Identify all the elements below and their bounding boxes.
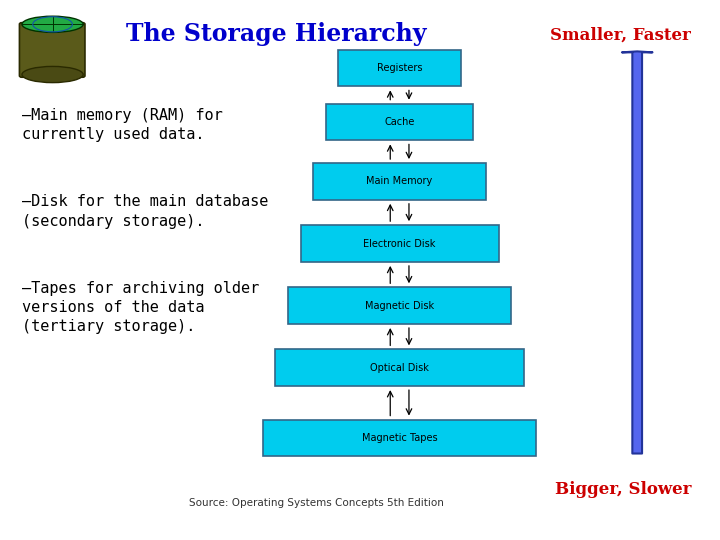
Text: –Tapes for archiving older
versions of the data
(tertiary storage).: –Tapes for archiving older versions of t… [22, 281, 259, 334]
FancyBboxPatch shape [313, 163, 486, 200]
Text: Optical Disk: Optical Disk [370, 363, 429, 373]
Text: Source: Operating Systems Concepts 5th Edition: Source: Operating Systems Concepts 5th E… [189, 497, 444, 508]
FancyBboxPatch shape [276, 349, 524, 386]
Text: Electronic Disk: Electronic Disk [364, 239, 436, 248]
Text: The Storage Hierarchy: The Storage Hierarchy [126, 22, 426, 45]
Text: Bigger, Slower: Bigger, Slower [554, 481, 691, 497]
Ellipse shape [22, 66, 84, 83]
FancyBboxPatch shape [301, 225, 499, 262]
Text: –Main memory (RAM) for
currently used data.: –Main memory (RAM) for currently used da… [22, 108, 222, 142]
Ellipse shape [22, 16, 84, 32]
Text: Registers: Registers [377, 63, 423, 73]
FancyBboxPatch shape [288, 287, 511, 324]
FancyBboxPatch shape [326, 104, 474, 140]
Text: Cache: Cache [384, 117, 415, 127]
Text: Magnetic Tapes: Magnetic Tapes [361, 433, 438, 443]
FancyBboxPatch shape [19, 23, 85, 77]
FancyBboxPatch shape [263, 420, 536, 456]
Text: Main Memory: Main Memory [366, 177, 433, 186]
Text: –Disk for the main database
(secondary storage).: –Disk for the main database (secondary s… [22, 194, 268, 228]
FancyBboxPatch shape [338, 50, 461, 86]
Text: Smaller, Faster: Smaller, Faster [550, 26, 691, 43]
Text: Magnetic Disk: Magnetic Disk [365, 301, 434, 310]
